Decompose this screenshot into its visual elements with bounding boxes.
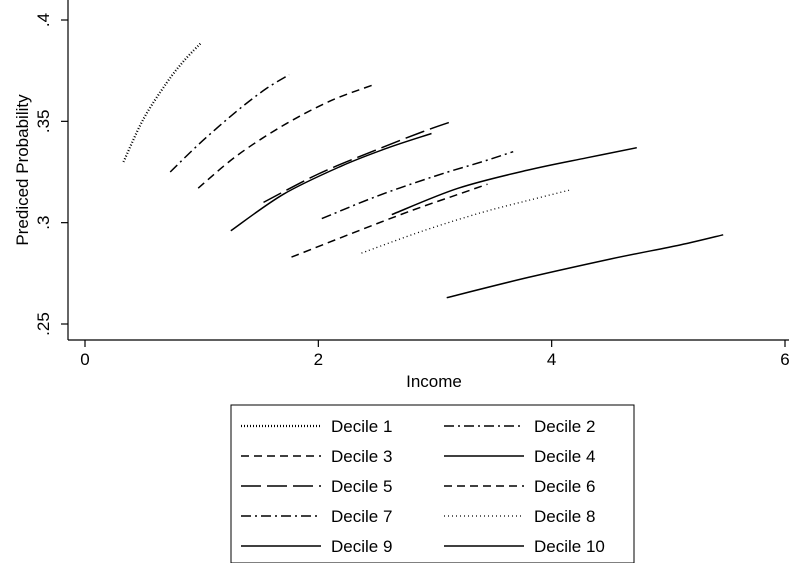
- legend-label: Decile 1: [331, 417, 392, 436]
- y-tick-label: .25: [34, 312, 53, 336]
- x-tick-label: 4: [547, 350, 556, 369]
- legend-label: Decile 2: [534, 417, 595, 436]
- x-tick-label: 0: [80, 350, 89, 369]
- series-line-decile-10: [446, 234, 724, 299]
- legend-label: Decile 7: [331, 507, 392, 526]
- series-line-decile-5: [263, 120, 453, 204]
- legend-label: Decile 8: [534, 507, 595, 526]
- y-axis-ticks: .25 .3 .35 .4: [34, 13, 68, 336]
- x-axis-title: Income: [406, 372, 462, 391]
- series-line-decile-8: [361, 189, 570, 254]
- series-lines: [122, 41, 724, 299]
- series-line-decile-2: [169, 74, 290, 173]
- y-tick-label: .3: [34, 216, 53, 230]
- legend-label: Decile 3: [331, 447, 392, 466]
- x-tick-label: 2: [314, 350, 323, 369]
- y-tick-label: .35: [34, 110, 53, 134]
- x-tick-label: 6: [780, 350, 789, 369]
- x-axis-ticks: 0 2 4 6: [80, 340, 789, 369]
- legend-box: [230, 404, 635, 563]
- plot-area: [67, 0, 789, 341]
- series-line-decile-1: [122, 41, 203, 163]
- legend-label: Decile 9: [331, 537, 392, 556]
- legend: Decile 1 Decile 2 Decile 3 Decile 4 Decile 5…: [230, 404, 635, 563]
- y-tick-label: .4: [34, 13, 53, 27]
- legend-label: Decile 4: [534, 447, 595, 466]
- series-line-decile-3: [197, 84, 374, 189]
- series-line-decile-4: [230, 132, 432, 232]
- legend-label: Decile 6: [534, 477, 595, 496]
- y-axis-title: Prediced Probability: [13, 94, 32, 246]
- series-line-decile-7: [321, 150, 514, 220]
- legend-label: Decile 5: [331, 477, 392, 496]
- series-line-decile-9: [391, 146, 637, 216]
- legend-label: Decile 10: [534, 537, 605, 556]
- series-line-decile-6: [291, 183, 488, 258]
